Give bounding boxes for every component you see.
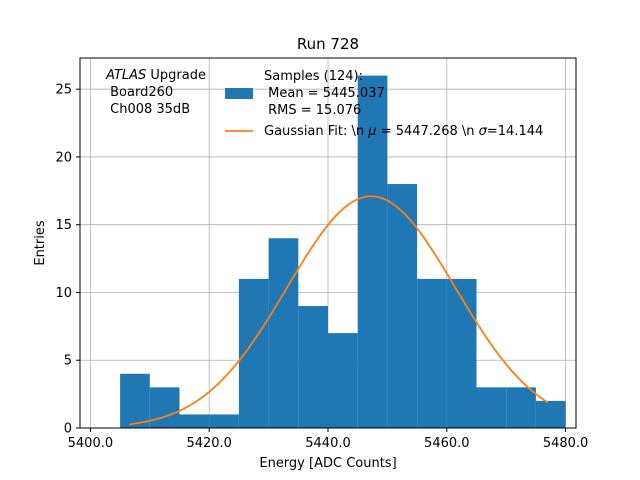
x-tick-label: 5440.0 — [305, 436, 351, 451]
y-axis-label: Entries — [33, 220, 48, 266]
x-axis-ticks: 5400.0 5420.0 5440.0 5460.0 5480.0 — [68, 428, 589, 451]
gaussian-fit-curve — [128, 195, 549, 426]
histogram-bar — [506, 387, 536, 428]
histogram-bars — [120, 75, 566, 428]
histogram-bar — [179, 414, 210, 428]
y-tick-label: 10 — [55, 286, 72, 301]
legend-samples-line2: Mean = 5445.037 — [264, 86, 385, 101]
legend-fit-prefix: Gaussian Fit: \n — [264, 124, 368, 139]
histogram-bar — [357, 75, 388, 428]
legend: Samples (124): Mean = 5445.037 RMS = 15.… — [225, 69, 543, 139]
histogram-bar — [476, 387, 507, 428]
board-label: Board260 — [106, 85, 173, 100]
svg-text:ATLAS Upgrade: ATLAS Upgrade — [105, 68, 206, 83]
histogram-bar — [298, 306, 328, 428]
y-tick-label: 5 — [64, 354, 72, 369]
y-tick-label: 25 — [55, 83, 72, 98]
histogram-bar — [120, 373, 150, 428]
upgrade-label: Upgrade — [146, 68, 206, 83]
histogram-bar — [268, 238, 299, 428]
histogram-bar — [535, 400, 566, 428]
legend-fit-mu: μ — [367, 124, 376, 139]
legend-fit-middle: = 5447.268 \n — [377, 124, 479, 139]
legend-samples-swatch — [225, 88, 253, 99]
y-tick-label: 0 — [64, 422, 72, 437]
x-tick-label: 5480.0 — [543, 436, 589, 451]
atlas-annotation: ATLAS Upgrade Board260 Ch008 35dB — [105, 68, 206, 117]
histogram-bar — [238, 278, 269, 428]
histogram-bar — [417, 278, 447, 428]
histogram-bar — [149, 387, 180, 428]
x-tick-label: 5460.0 — [424, 436, 470, 451]
legend-samples-line3: RMS = 15.076 — [264, 103, 361, 118]
channel-label: Ch008 35dB — [106, 102, 190, 117]
y-axis-ticks: 0 5 10 15 20 25 — [55, 83, 80, 437]
x-tick-label: 5400.0 — [68, 436, 114, 451]
fit-layer — [128, 195, 549, 426]
histogram-bar — [387, 184, 418, 428]
legend-fit-text: Gaussian Fit: \n μ = 5447.268 \n σ=14.14… — [264, 124, 543, 139]
y-tick-label: 20 — [55, 150, 72, 165]
histogram-bar — [209, 414, 239, 428]
x-axis-label: Energy [ADC Counts] — [259, 456, 396, 471]
legend-fit-suffix: =14.144 — [487, 124, 543, 139]
y-tick-label: 15 — [55, 218, 72, 233]
histogram-bar — [446, 278, 477, 428]
histogram-bar — [328, 333, 358, 428]
x-tick-label: 5420.0 — [186, 436, 232, 451]
legend-samples-line1: Samples (124): — [264, 69, 363, 84]
chart-title: Run 728 — [297, 35, 359, 53]
atlas-label: ATLAS — [105, 68, 146, 83]
legend-fit-sigma: σ — [479, 124, 488, 139]
